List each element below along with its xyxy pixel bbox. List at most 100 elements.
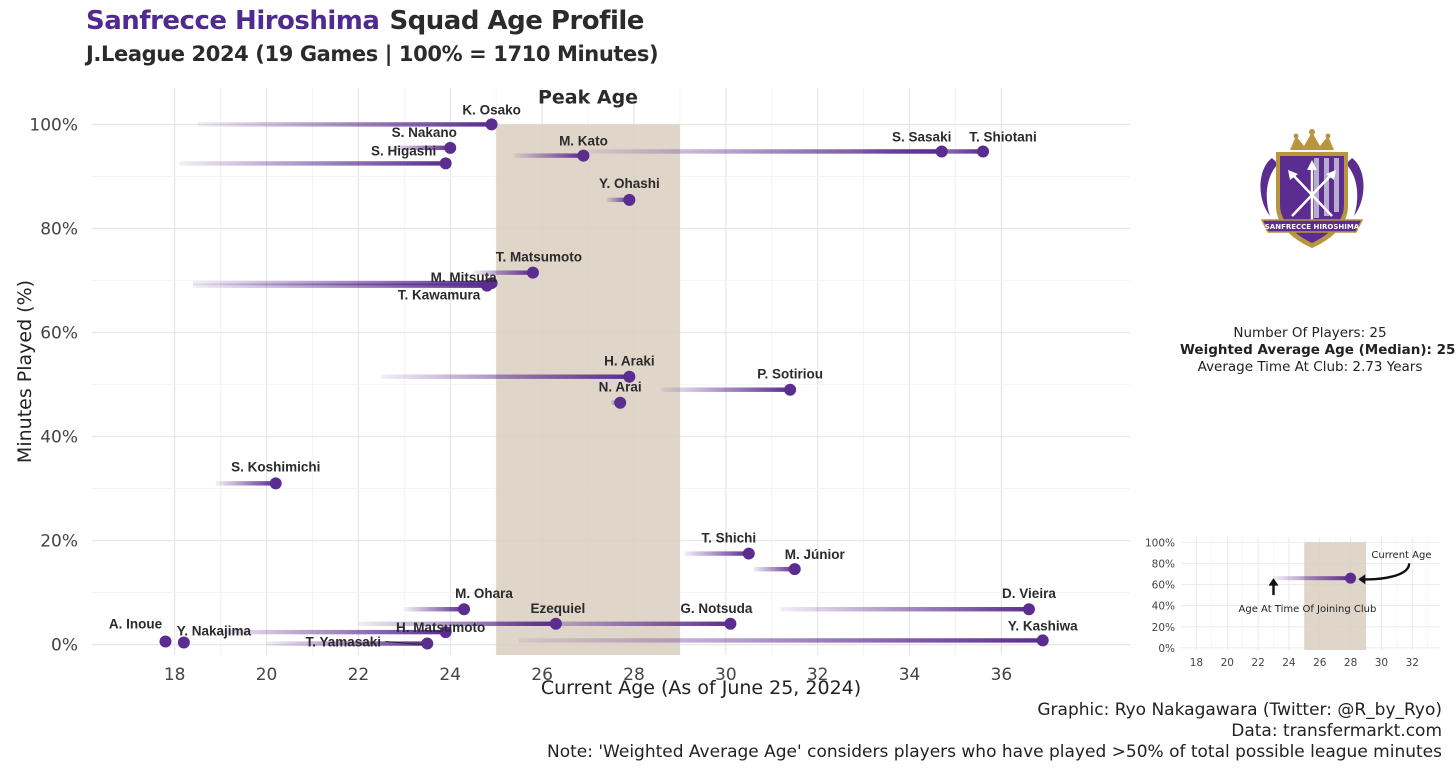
label-g-notsuda: G. Notsuda: [680, 601, 752, 616]
segment-s-koshimichi: [216, 481, 276, 486]
title-rest: Squad Age Profile: [389, 6, 644, 36]
label-d-vieira: D. Vieira: [1002, 586, 1056, 601]
point-y-kashiwa: [1036, 634, 1049, 647]
label-h-araki: H. Araki: [604, 354, 655, 369]
mini-joining-age-annotation: Age At Time Of Joining Club: [1239, 604, 1377, 615]
mini-joining-age-arrowhead: [1268, 578, 1279, 586]
x-tick-label: 18: [164, 665, 186, 685]
segment-ezequiel: [358, 621, 556, 626]
x-tick-label: 20: [256, 665, 278, 685]
mini-peak-band: [1304, 542, 1366, 650]
point-m-kato: [577, 149, 590, 162]
segment-t-yamasaki: [266, 641, 428, 646]
point-s-koshimichi: [269, 477, 282, 490]
point-t-shiotani: [977, 145, 990, 158]
label-m-kato: M. Kato: [559, 134, 608, 149]
label-t-yamasaki: T. Yamasaki: [306, 635, 382, 650]
caption-graphic-credit: Graphic: Ryo Nakagawara (Twitter: @R_by_…: [1037, 700, 1442, 720]
x-tick-label: 30: [715, 665, 737, 685]
label-s-higashi: S. Higashi: [371, 143, 436, 158]
mini-x-tick-label: 24: [1282, 657, 1296, 669]
label-t-shiotani: T. Shiotani: [969, 129, 1037, 144]
segment-s-higashi: [179, 161, 446, 166]
x-tick-label: 32: [807, 665, 829, 685]
point-y-nakajima: [177, 636, 190, 649]
x-tick-label: 24: [439, 665, 461, 685]
y-tick-label: 20%: [40, 532, 78, 552]
point-p-sotiriou: [784, 383, 797, 396]
segment-m-kato: [514, 153, 584, 158]
x-tick-label: 26: [531, 665, 553, 685]
squad-stats-box: Number Of Players: 25 Weighted Average A…: [1180, 325, 1455, 376]
label-m-ohara: M. Ohara: [455, 586, 513, 601]
point-t-kawamura: [480, 279, 493, 292]
segment-h-matsumoto: [216, 629, 446, 635]
point-a-inoue: [159, 635, 172, 648]
label-t-kawamura: T. Kawamura: [398, 288, 481, 303]
crest-text: SANFRECCE HIROSHIMA: [1265, 223, 1360, 231]
point-g-notsuda: [724, 617, 737, 630]
point-m-junior: [788, 563, 801, 576]
stat-average-time-at-club: Average Time At Club: 2.73 Years: [1197, 359, 1423, 375]
club-name: Sanfrecce Hiroshima: [86, 6, 380, 36]
label-y-kashiwa: Y. Kashiwa: [1008, 618, 1078, 633]
x-tick-label: 34: [899, 665, 921, 685]
label-t-shichi: T. Shichi: [701, 531, 756, 546]
label-n-arai: N. Arai: [599, 380, 642, 395]
caption: Graphic: Ryo Nakagawara (Twitter: @R_by_…: [547, 700, 1442, 763]
label-y-ohashi: Y. Ohashi: [599, 176, 660, 191]
point-ezequiel: [549, 617, 562, 630]
mini-x-tick-label: 28: [1344, 657, 1357, 669]
label-h-matsumoto: H. Matsumoto: [396, 620, 485, 635]
point-h-matsumoto: [439, 626, 452, 639]
segment-h-araki: [381, 374, 630, 379]
segment-t-shiotani: [863, 149, 984, 154]
peak-age-band: Peak Age: [496, 86, 680, 655]
caption-data-source: Data: transfermarkt.com: [1231, 721, 1442, 741]
segment-k-osako: [197, 122, 492, 127]
x-tick-label: 22: [348, 665, 370, 685]
segment-y-kashiwa: [519, 638, 1043, 643]
segment-s-sasaki: [588, 149, 942, 154]
y-tick-label: 0%: [51, 636, 78, 656]
chart-subtitle: J.League 2024 (19 Games | 100% = 1710 Mi…: [86, 42, 659, 66]
mini-y-tick-label: 60%: [1152, 580, 1175, 592]
x-axis-label: Current Age (As of June 25, 2024): [541, 677, 861, 699]
y-tick-label: 100%: [29, 115, 78, 135]
point-t-shichi: [742, 547, 755, 560]
point-s-sasaki: [935, 145, 948, 158]
peak-age-rect: [496, 124, 680, 655]
point-k-osako: [485, 118, 498, 131]
segment-m-mitsuta: [193, 280, 492, 286]
stat-number-of-players: Number Of Players: 25: [1233, 325, 1387, 341]
segment-t-shichi: [684, 551, 749, 556]
label-s-nakano: S. Nakano: [392, 125, 457, 140]
club-crest-logo: SANFRECCE HIROSHIMA: [1260, 129, 1364, 248]
label-y-nakajima: Y. Nakajima: [177, 624, 252, 639]
segment-g-notsuda: [496, 621, 731, 626]
mini-x-tick-label: 22: [1251, 657, 1264, 669]
segment-d-vieira: [780, 607, 1029, 612]
point-h-araki: [623, 370, 636, 383]
mini-x-tick-label: 30: [1375, 657, 1388, 669]
segment-m-ohara: [404, 607, 465, 612]
mini-current-age-annotation: Current Age: [1371, 550, 1431, 561]
mini-example-point: [1345, 572, 1357, 584]
label-a-inoue: A. Inoue: [109, 616, 163, 631]
age-segments: [179, 122, 1043, 646]
mini-y-tick-label: 40%: [1152, 601, 1175, 613]
label-s-koshimichi: S. Koshimichi: [231, 459, 320, 474]
caption-note: Note: 'Weighted Average Age' considers p…: [547, 742, 1442, 762]
label-m-junior: M. Júnior: [785, 547, 846, 562]
point-s-nakano: [444, 141, 457, 154]
segment-m-junior: [753, 566, 795, 572]
mini-y-tick-label: 100%: [1145, 537, 1175, 549]
point-t-matsumoto: [526, 266, 539, 279]
point-s-higashi: [439, 157, 452, 170]
mini-current-age-arrowhead: [1358, 574, 1366, 585]
point-m-ohara: [458, 603, 471, 616]
legend-mini-chart: 18 20 22 24 26 28 30 32 0% 20% 40% 60% 80% 100% Curren…: [1145, 537, 1440, 669]
mini-y-tick-label: 80%: [1152, 558, 1175, 570]
chart-title: Sanfrecce Hiroshima Squad Age Profile: [86, 6, 644, 36]
